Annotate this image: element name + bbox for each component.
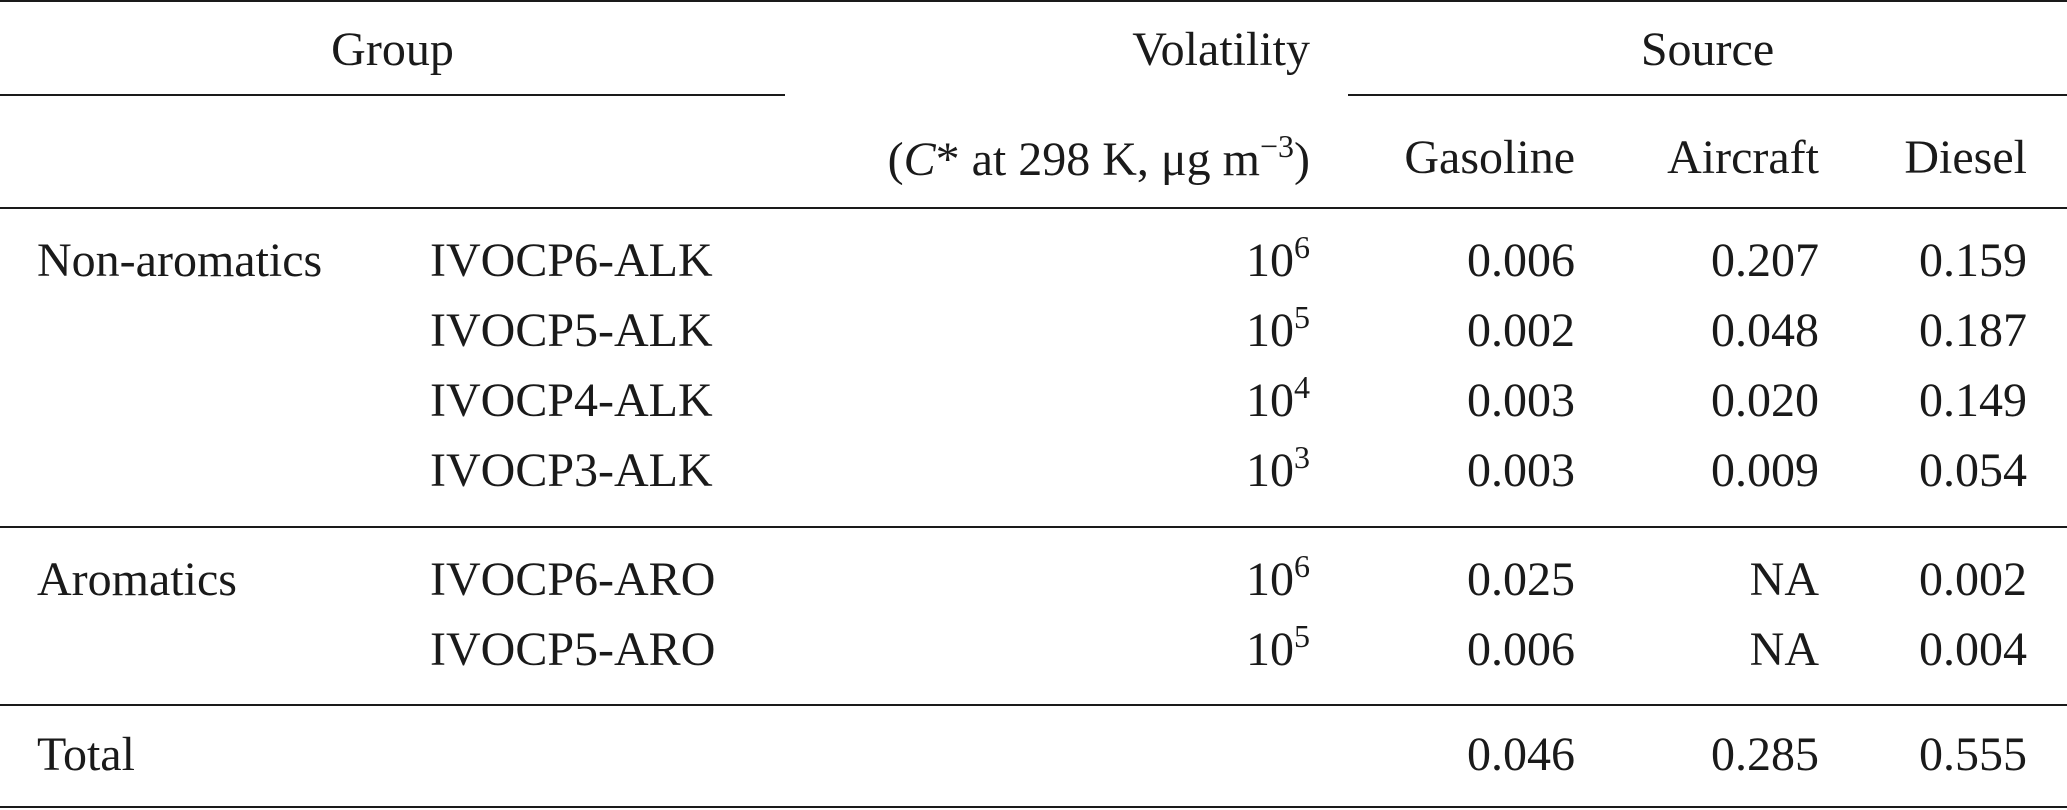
row-gasoline: 0.003: [1467, 374, 1575, 427]
header-aircraft: Aircraft: [1667, 131, 1819, 184]
section-rule-1: [0, 526, 2067, 528]
vol-base: 10: [1246, 374, 1294, 427]
row-species: IVOCP5-ARO: [430, 623, 716, 676]
vol-base: 10: [1246, 304, 1294, 357]
row-group: Non-aromatics: [37, 234, 323, 287]
row-diesel: 0.159: [1919, 234, 2027, 287]
row-volatility: 106: [1246, 231, 1310, 287]
row-species: IVOCP6-ALK: [430, 234, 713, 287]
row-species: IVOCP5-ALK: [430, 304, 713, 357]
row-gasoline: 0.006: [1467, 234, 1575, 287]
vol-base: 10: [1246, 234, 1294, 287]
unit-close: ): [1294, 133, 1310, 186]
source-underline: [1348, 94, 2067, 96]
vol-base: 10: [1246, 444, 1294, 497]
row-aircraft: NA: [1749, 553, 1819, 606]
header-volatility-unit: (C* at 298 K, μg m−3): [887, 130, 1310, 186]
vol-exp: 3: [1294, 439, 1310, 475]
row-diesel: 0.004: [1919, 623, 2027, 676]
group-underline: [0, 94, 785, 96]
header-group: Group: [331, 23, 454, 76]
header-diesel: Diesel: [1904, 131, 2027, 184]
row-volatility: 106: [1246, 550, 1310, 606]
row-gasoline: 0.006: [1467, 623, 1575, 676]
header-source: Source: [1640, 23, 1775, 76]
row-aircraft: 0.020: [1711, 374, 1819, 427]
unit-star: *: [935, 133, 960, 186]
row-diesel: 0.002: [1919, 553, 2027, 606]
row-volatility: 105: [1246, 620, 1310, 676]
header-volatility: Volatility: [1132, 23, 1310, 76]
vol-base: 10: [1246, 623, 1294, 676]
row-gasoline: 0.002: [1467, 304, 1575, 357]
top-rule: [0, 0, 2067, 2]
vol-exp: 6: [1294, 229, 1310, 265]
vol-exp: 6: [1294, 548, 1310, 584]
section-rule-2: [0, 704, 2067, 706]
row-species: IVOCP4-ALK: [430, 374, 713, 427]
vol-base: 10: [1246, 553, 1294, 606]
total-gasoline: 0.046: [1467, 728, 1575, 781]
row-volatility: 104: [1246, 371, 1310, 427]
header-rule: [0, 207, 2067, 209]
row-group: Aromatics: [37, 553, 237, 606]
row-diesel: 0.054: [1919, 444, 2027, 497]
row-volatility: 105: [1246, 301, 1310, 357]
row-gasoline: 0.025: [1467, 553, 1575, 606]
unit-open: (: [887, 133, 904, 186]
row-species: IVOCP3-ALK: [430, 444, 713, 497]
total-label: Total: [37, 728, 135, 781]
row-diesel: 0.149: [1919, 374, 2027, 427]
total-diesel: 0.555: [1919, 728, 2027, 781]
row-species: IVOCP6-ARO: [430, 553, 716, 606]
total-aircraft: 0.285: [1711, 728, 1819, 781]
unit-c: C: [903, 133, 936, 186]
row-aircraft: NA: [1749, 623, 1819, 676]
row-volatility: 103: [1246, 441, 1310, 497]
row-aircraft: 0.009: [1711, 444, 1819, 497]
header-gasoline: Gasoline: [1404, 131, 1575, 184]
row-aircraft: 0.207: [1711, 234, 1819, 287]
vol-exp: 5: [1294, 299, 1310, 335]
bottom-rule: [0, 806, 2067, 808]
row-diesel: 0.187: [1919, 304, 2027, 357]
vol-exp: 5: [1294, 618, 1310, 654]
unit-exp: −3: [1259, 128, 1295, 164]
unit-mid: at 298 K, μg m: [959, 133, 1260, 186]
row-aircraft: 0.048: [1711, 304, 1819, 357]
row-gasoline: 0.003: [1467, 444, 1575, 497]
vol-exp: 4: [1294, 369, 1310, 405]
